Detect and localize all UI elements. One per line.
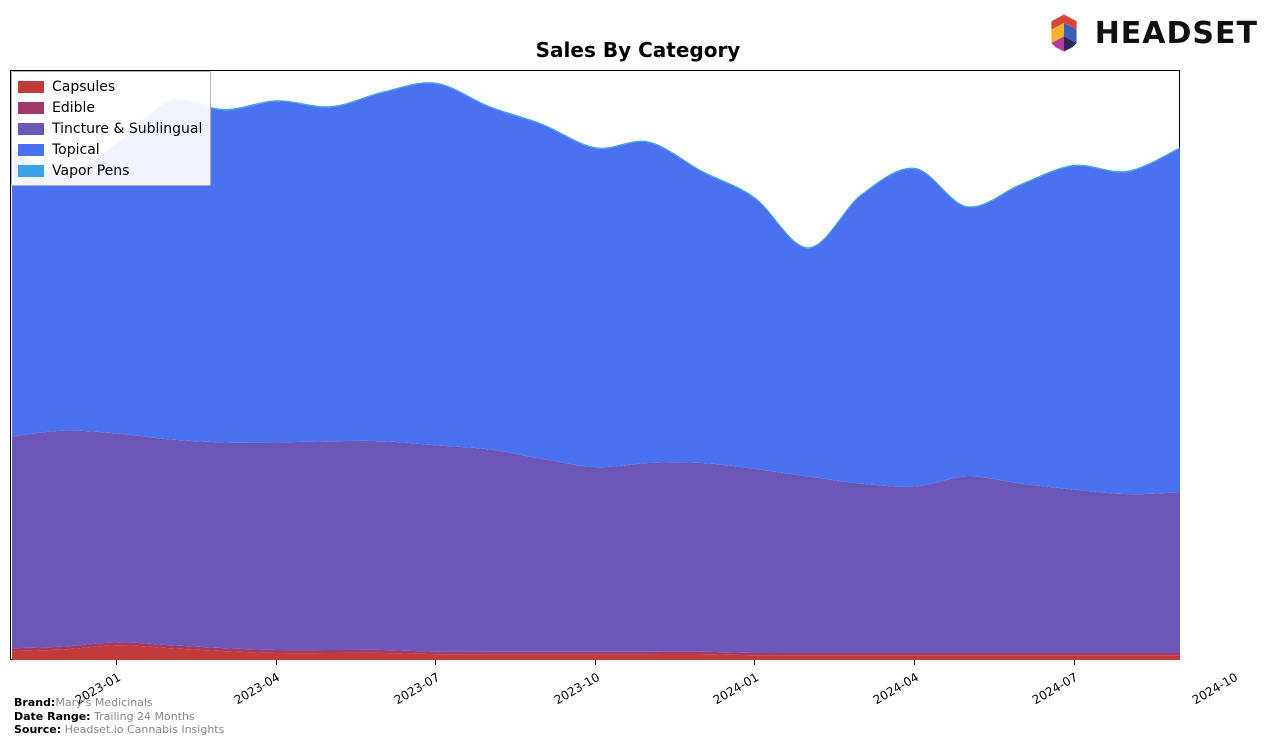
x-tick <box>595 660 596 665</box>
legend-label: Vapor Pens <box>52 163 129 179</box>
legend-swatch <box>18 102 44 114</box>
x-tick-label: 2024-07 <box>1030 670 1080 707</box>
chart-footer: Brand:Mary's Medicinals Date Range: Trai… <box>14 696 224 737</box>
footer-range-label: Date Range: <box>14 710 91 723</box>
x-tick-label: 2023-04 <box>232 670 282 707</box>
x-tick <box>435 660 436 665</box>
x-tick <box>914 660 915 665</box>
legend-label: Edible <box>52 100 95 116</box>
headset-logo-icon <box>1043 12 1085 54</box>
footer-range-value: Trailing 24 Months <box>91 710 195 723</box>
x-tick-label: 2024-01 <box>711 670 761 707</box>
legend-swatch <box>18 123 44 135</box>
x-tick <box>276 660 277 665</box>
x-tick-label: 2023-10 <box>552 670 602 707</box>
legend-label: Tincture & Sublingual <box>52 121 202 137</box>
x-tick-label: 2024-04 <box>871 670 921 707</box>
legend-swatch <box>18 144 44 156</box>
footer-brand-label: Brand: <box>14 696 55 709</box>
legend-item: Tincture & Sublingual <box>18 118 202 139</box>
x-tick <box>116 660 117 665</box>
legend-item: Vapor Pens <box>18 160 202 181</box>
x-tick <box>1074 660 1075 665</box>
legend-label: Topical <box>52 142 100 158</box>
brand-logo-text: HEADSET <box>1095 16 1258 51</box>
legend-item: Capsules <box>18 76 202 97</box>
footer-brand-value: Mary's Medicinals <box>55 696 152 709</box>
legend-item: Topical <box>18 139 202 160</box>
legend: Capsules Edible Tincture & Sublingual Topic… <box>11 71 211 186</box>
legend-label: Capsules <box>52 79 115 95</box>
footer-source-label: Source: <box>14 723 61 736</box>
brand-logo: HEADSET <box>1043 12 1258 54</box>
legend-swatch <box>18 165 44 177</box>
footer-source-value: Headset.io Cannabis Insights <box>61 723 224 736</box>
x-tick-label: 2023-07 <box>391 670 441 707</box>
x-tick <box>754 660 755 665</box>
legend-item: Edible <box>18 97 202 118</box>
x-tick-label: 2024-10 <box>1189 670 1239 707</box>
legend-swatch <box>18 81 44 93</box>
